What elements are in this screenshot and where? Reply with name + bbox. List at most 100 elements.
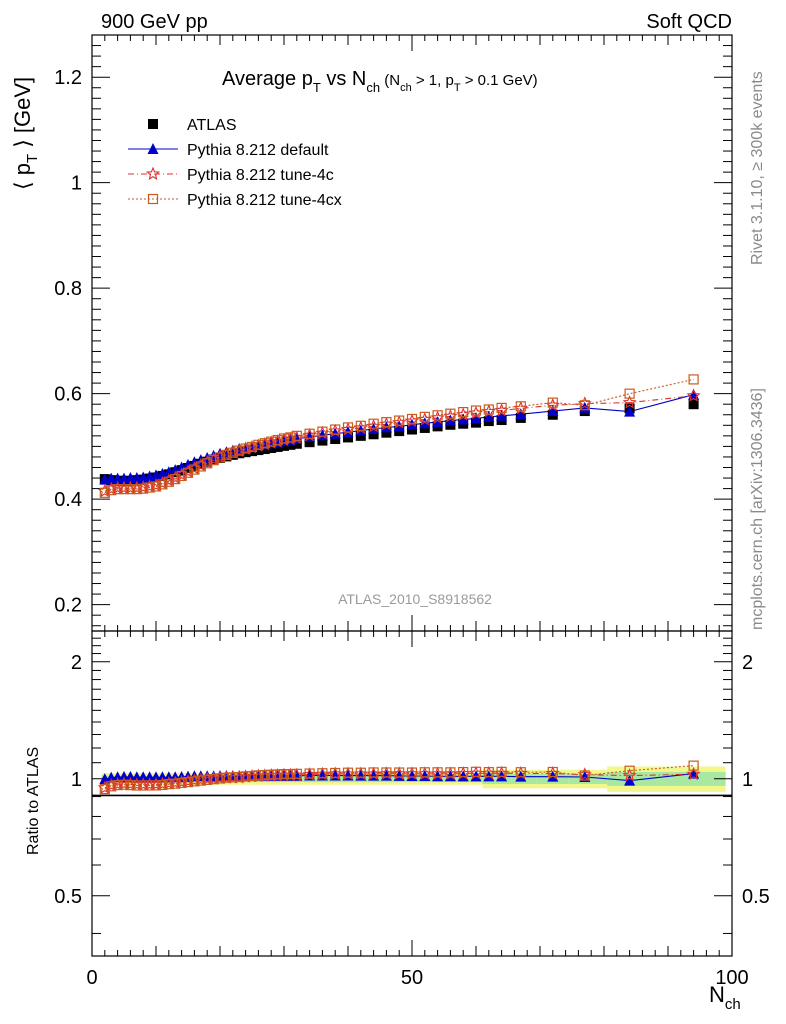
axis-tick-labels: 0 50 100 0.2 0.4 0.6 0.8 1 1.2 0.5 0.5 1 1 2 2 <box>54 67 770 989</box>
ratio-point-pythia-8-212-tune-4cx <box>304 768 315 779</box>
ratio-point-pythia-8-212-tune-4cx <box>170 778 181 789</box>
data-point-pythia-8-212-tune-4cx <box>291 430 302 441</box>
data-point-pythia-8-212-tune-4cx <box>125 484 136 495</box>
data-point-atlas <box>368 429 379 440</box>
data-point-pythia-8-212-tune-4cx <box>547 397 558 408</box>
data-point-pythia-8-212-tune-4cx <box>246 441 258 453</box>
ratio-point-pythia-8-212-tune-4cx <box>131 780 142 791</box>
legend-marker <box>147 143 159 154</box>
data-point-pythia-8-212-tune-4cx <box>253 439 264 450</box>
data-point-pythia-8-212-default <box>547 405 559 417</box>
ratio-point-pythia-8-212-tune-4cx <box>419 767 430 778</box>
ratio-point-pythia-8-212-tune-4cx <box>253 770 264 781</box>
ratio-point-pythia-8-212-tune-4cx <box>240 771 251 782</box>
ratio-point-pythia-8-212-tune-4cx <box>272 769 283 780</box>
data-point-pythia-8-212-tune-4cx <box>304 428 315 439</box>
ratio-point-pythia-8-212-tune-4cx <box>221 772 232 783</box>
ratio-point-pythia-8-212-tune-4cx <box>381 767 392 778</box>
data-point-pythia-8-212-tune-4cx <box>195 461 206 472</box>
data-point-pythia-8-212-tune-4cx <box>515 401 526 412</box>
ratio-point-pythia-8-212-tune-4cx <box>214 773 226 784</box>
ratio-band-inner <box>607 771 662 786</box>
ratio-point-pythia-8-212-tune-4cx <box>234 771 245 783</box>
rivet-version-text: Rivet 3.1.10, ≥ 300k events <box>749 71 766 265</box>
ratio-point-pythia-8-212-tune-4cx <box>515 767 526 778</box>
data-point-pythia-8-212-tune-4cx <box>330 424 341 435</box>
data-point-pythia-8-212-tune-4cx <box>496 402 507 413</box>
legend-marker <box>148 119 158 129</box>
ratio-point-pythia-8-212-tune-4cx <box>291 768 302 779</box>
data-point-pythia-8-212-tune-4cx <box>368 418 379 429</box>
header-right: Soft QCD <box>646 11 732 33</box>
ratio-tick-label-left: 1 <box>71 769 82 791</box>
data-point-pythia-8-212-tune-4cx <box>157 479 168 490</box>
ratio-point-pythia-8-212-tune-4cx <box>355 767 366 778</box>
data-point-pythia-8-212-tune-4cx <box>688 374 699 385</box>
y-tick-label: 0.8 <box>54 278 82 300</box>
ratio-point-pythia-8-212-tune-4cx <box>144 780 155 791</box>
legend-label: ATLAS <box>187 117 237 134</box>
y-tick-label: 0.2 <box>54 595 82 617</box>
data-point-pythia-8-212-tune-4cx <box>170 473 181 485</box>
data-point-pythia-8-212-tune-4cx <box>624 388 635 399</box>
data-point-atlas <box>317 435 328 446</box>
ratio-point-pythia-8-212-tune-4cx <box>246 770 258 782</box>
data-point-pythia-8-212-tune-4cx <box>106 485 117 496</box>
ratio-point-pythia-8-212-tune-4cx <box>579 770 590 781</box>
data-point-pythia-8-212-tune-4cx <box>118 484 130 495</box>
data-point-pythia-8-212-tune-4cx <box>138 483 149 494</box>
analysis-label: ATLAS_2010_S8918562 <box>338 591 492 607</box>
legend: ATLAS Pythia 8.212 default Pythia 8.212 tu… <box>128 117 342 209</box>
data-point-pythia-8-212-tune-4cx <box>579 400 590 411</box>
x-tick-label: 0 <box>86 967 97 989</box>
ratio-point-pythia-8-212-tune-4cx <box>445 767 456 778</box>
data-point-atlas <box>381 427 392 438</box>
data-point-pythia-8-212-tune-4c <box>686 388 701 402</box>
ratio-point-pythia-8-212-tune-4cx <box>227 772 238 783</box>
data-point-atlas <box>304 437 315 448</box>
ratio-point-pythia-8-212-tune-4cx <box>432 767 443 778</box>
ratio-point-pythia-8-212-tune-4cx <box>182 777 194 788</box>
ratio-point-pythia-8-212-tune-4cx <box>547 766 558 778</box>
y-tick-label: 1 <box>71 173 82 195</box>
series-points <box>97 374 701 795</box>
data-point-pythia-8-212-tune-4cx <box>189 464 200 475</box>
ratio-point-pythia-8-212-tune-4cx <box>189 776 200 787</box>
ratio-point-pythia-8-212-tune-4cx <box>106 781 117 792</box>
ratio-point-pythia-8-212-tune-4cx <box>317 768 328 779</box>
data-point-atlas <box>355 430 366 441</box>
data-point-pythia-8-212-default <box>432 416 444 428</box>
ratio-point-pythia-8-212-tune-4cx <box>278 769 290 780</box>
y-tick-label: 1.2 <box>54 67 82 89</box>
y-tick-label: 0.6 <box>54 384 82 406</box>
data-point-pythia-8-212-tune-4cx <box>131 484 142 495</box>
data-point-pythia-8-212-default <box>515 408 527 420</box>
ratio-point-pythia-8-212-tune-4cx <box>118 779 130 790</box>
ratio-point-pythia-8-212-tune-4cx <box>330 767 341 779</box>
data-point-pythia-8-212-tune-4cx <box>163 476 174 487</box>
ratio-point-pythia-8-212-tune-4cx <box>368 767 379 778</box>
ratio-point-pythia-8-212-tune-4cx <box>285 769 296 780</box>
ratio-point-pythia-8-212-tune-4cx <box>624 765 635 776</box>
ratio-point-pythia-8-212-tune-4cx <box>202 774 213 785</box>
data-point-pythia-8-212-tune-4cx <box>99 487 110 498</box>
ratio-point-pythia-8-212-tune-4c <box>686 766 701 781</box>
data-point-pythia-8-212-tune-4cx <box>419 411 430 422</box>
data-point-atlas <box>343 432 353 443</box>
axis-ticks <box>91 35 733 956</box>
data-point-pythia-8-212-tune-4cx <box>144 482 155 493</box>
ratio-point-pythia-8-212-tune-4cx <box>99 784 110 795</box>
data-point-pythia-8-212-default <box>444 414 456 426</box>
data-point-pythia-8-212-default <box>624 405 636 417</box>
legend-marker <box>145 166 161 181</box>
x-axis-label: Nch <box>709 982 741 1013</box>
ratio-point-pythia-8-212-tune-4cx <box>163 779 174 790</box>
data-point-pythia-8-212-tune-4cx <box>394 415 405 426</box>
ratio-point-pythia-8-212-tune-4cx <box>150 780 162 791</box>
data-point-pythia-8-212-tune-4cx <box>355 420 366 431</box>
x-tick-label: 50 <box>401 967 423 989</box>
ratio-point-pythia-8-212-default <box>624 774 636 786</box>
x-tick-label: 100 <box>715 967 748 989</box>
data-point-pythia-8-212-default <box>470 412 482 424</box>
legend-label: Pythia 8.212 tune-4c <box>187 167 334 184</box>
